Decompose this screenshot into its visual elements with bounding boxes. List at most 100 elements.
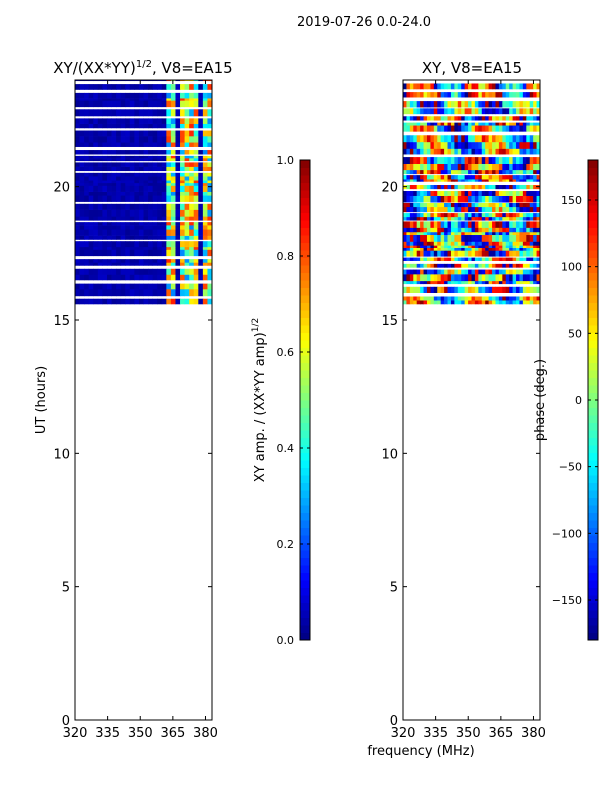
heatmap-cell <box>403 148 407 155</box>
heatmap-cell <box>189 166 195 172</box>
colorbar-segment <box>300 632 310 641</box>
heatmap-cell <box>75 298 80 305</box>
heatmap-cell <box>433 216 438 221</box>
heatmap-cell <box>152 109 158 117</box>
heatmap-cell <box>505 250 510 257</box>
heatmap-cell <box>502 263 507 268</box>
heatmap-cell <box>468 169 472 175</box>
heatmap-cell <box>93 80 99 82</box>
heatmap-cell <box>457 241 462 246</box>
heatmap-cell <box>529 163 534 171</box>
heatmap-cell <box>485 227 490 233</box>
heatmap-cell <box>433 157 438 164</box>
heatmap-cell <box>143 100 149 108</box>
heatmap-cell <box>512 83 517 90</box>
heatmap-cell <box>84 176 90 181</box>
heatmap-cell <box>481 206 486 213</box>
heatmap-cell <box>457 101 462 108</box>
heatmap-cell <box>522 300 527 305</box>
heatmap-cell <box>413 116 418 121</box>
heatmap-cell <box>495 263 500 268</box>
heatmap-cell <box>189 288 195 297</box>
heatmap-cell <box>79 118 85 124</box>
heatmap-cell <box>420 163 424 171</box>
heatmap-cell <box>157 229 163 236</box>
heatmap-cell <box>148 185 154 192</box>
heatmap-cell <box>509 203 513 208</box>
heatmap-cell <box>97 298 103 305</box>
heatmap-cell <box>406 257 411 261</box>
heatmap-cell <box>116 229 122 236</box>
heatmap-cell <box>512 157 517 164</box>
heatmap-cell <box>102 222 108 226</box>
heatmap-cell <box>193 262 199 266</box>
heatmap-cell <box>526 141 531 149</box>
heatmap-cell <box>481 122 486 126</box>
heatmap-cell <box>170 246 176 250</box>
heatmap-cell <box>170 283 176 290</box>
heatmap-cell <box>125 130 131 137</box>
heatmap-cell <box>471 280 476 285</box>
heatmap-cell <box>193 185 199 192</box>
heatmap-cell <box>474 263 479 268</box>
heatmap-cell <box>120 158 126 162</box>
heatmap-cell <box>166 162 172 167</box>
heatmap-cell <box>447 250 452 257</box>
heatmap-cell <box>454 269 459 275</box>
heatmap-cell <box>88 155 94 159</box>
heatmap-cell <box>143 268 149 275</box>
heatmap-cell <box>468 263 472 268</box>
heatmap-cell <box>423 108 428 115</box>
heatmap-cell <box>526 135 531 143</box>
heatmap-cell <box>106 176 112 181</box>
heatmap-cell <box>106 109 112 117</box>
heatmap-cell <box>444 92 448 98</box>
colorbar-segment <box>300 257 310 266</box>
heatmap-cell <box>461 125 466 132</box>
heatmap-cell <box>143 98 149 101</box>
heatmap-cell <box>403 206 407 213</box>
heatmap-cell <box>134 268 140 275</box>
heatmap-cell <box>440 125 445 132</box>
heatmap-cell <box>157 185 163 192</box>
heatmap-cell <box>447 195 452 203</box>
heatmap-cell <box>481 286 486 293</box>
heatmap-cell <box>481 221 486 228</box>
heatmap-cell <box>202 283 208 290</box>
heatmap-cell <box>93 246 99 250</box>
heatmap-cell <box>529 92 534 98</box>
heatmap-cell <box>464 203 469 208</box>
heatmap-cell <box>433 241 438 246</box>
heatmap-cell <box>529 216 534 221</box>
heatmap-cell <box>157 241 163 248</box>
colorbar-segment <box>300 392 310 401</box>
heatmap-cell <box>148 176 154 181</box>
heatmap-cell <box>533 125 537 132</box>
heatmap-cell <box>84 259 90 263</box>
heatmap-cell <box>498 185 503 190</box>
heatmap-cell <box>79 268 85 275</box>
heatmap-cell <box>430 135 435 143</box>
heatmap-cell <box>84 298 90 305</box>
heatmap-cell <box>536 269 541 275</box>
heatmap-cell <box>454 185 459 190</box>
heatmap-cell <box>433 122 438 126</box>
heatmap-cell <box>189 191 195 196</box>
heatmap-cell <box>413 83 418 90</box>
heatmap-cell <box>464 101 469 108</box>
heatmap-cell <box>519 195 524 203</box>
amplitude-colorbar: 0.00.20.40.60.81.0 XY amp. / (XX*YY amp)… <box>251 154 311 647</box>
heatmap-cell <box>207 92 213 99</box>
heatmap-cell <box>403 157 407 164</box>
heatmap-cell <box>413 148 418 155</box>
heatmap-cell <box>406 203 411 208</box>
heatmap-cell <box>88 185 94 192</box>
heatmap-cell <box>403 300 407 305</box>
heatmap-cell <box>170 166 176 172</box>
heatmap-cell <box>111 222 117 226</box>
heatmap-cell <box>437 101 442 108</box>
heatmap-cell <box>170 229 176 236</box>
heatmap-cell <box>457 148 462 155</box>
heatmap-cell <box>97 225 103 230</box>
heatmap-cell <box>516 245 520 249</box>
